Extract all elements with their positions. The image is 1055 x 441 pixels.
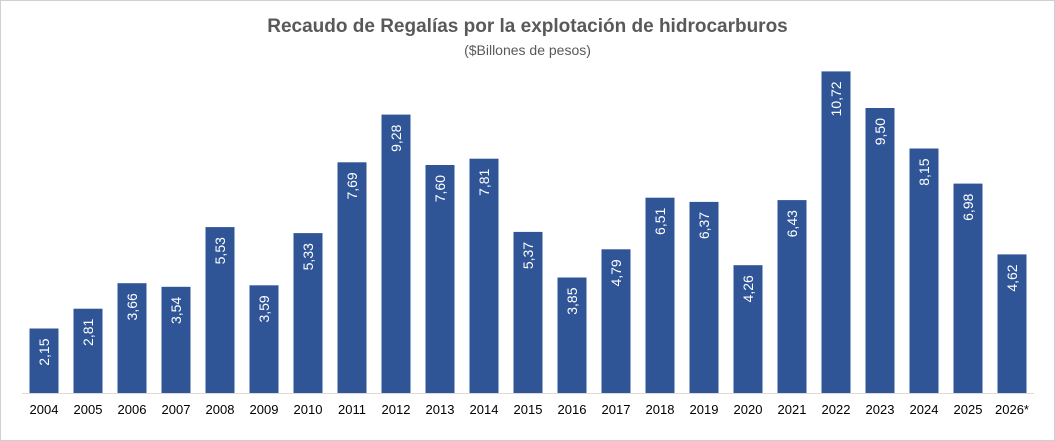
x-tick-label: 2022 bbox=[822, 402, 851, 417]
x-tick-label: 2021 bbox=[778, 402, 807, 417]
bar-value-label: 6,43 bbox=[784, 210, 800, 237]
bar-2009 bbox=[249, 285, 279, 393]
bar-value-label: 3,54 bbox=[168, 297, 184, 324]
x-tick-label: 2019 bbox=[690, 402, 719, 417]
bar-2005 bbox=[73, 308, 103, 393]
bar-2017 bbox=[601, 249, 631, 393]
bar-2014 bbox=[469, 158, 499, 393]
x-tick-label: 2020 bbox=[734, 402, 763, 417]
bar-value-label: 4,26 bbox=[740, 275, 756, 302]
bar-2015 bbox=[513, 231, 543, 393]
bar-2008 bbox=[205, 227, 235, 393]
bar-value-label: 10,72 bbox=[828, 81, 844, 116]
x-tick-label: 2025 bbox=[954, 402, 983, 417]
x-tick-label: 2014 bbox=[470, 402, 499, 417]
bar-2011 bbox=[337, 162, 367, 393]
chart-subtitle: ($Billones de pesos) bbox=[464, 42, 591, 58]
bar-value-label: 5,37 bbox=[520, 242, 536, 269]
bar-value-label: 2,81 bbox=[80, 318, 96, 345]
bar-value-label: 7,60 bbox=[432, 175, 448, 202]
bar-2013 bbox=[425, 165, 455, 393]
chart-title: Recaudo de Regalías por la explotación d… bbox=[267, 16, 788, 37]
bar-2004 bbox=[29, 328, 59, 393]
bar-2006 bbox=[117, 283, 147, 393]
bar-value-label: 4,79 bbox=[608, 259, 624, 286]
bar-value-label: 5,53 bbox=[212, 237, 228, 264]
bar-value-label: 2,15 bbox=[36, 338, 52, 365]
x-tick-label: 2024 bbox=[910, 402, 939, 417]
x-tick-label: 2015 bbox=[514, 402, 543, 417]
bar-value-label: 3,59 bbox=[256, 295, 272, 322]
bar-value-label: 6,37 bbox=[696, 212, 712, 239]
bar-2020 bbox=[733, 265, 763, 393]
bar-2022 bbox=[821, 71, 851, 394]
x-tick-label: 2008 bbox=[206, 402, 235, 417]
bar-2018 bbox=[645, 197, 675, 393]
bar-2023 bbox=[865, 108, 895, 393]
x-tick-label: 2023 bbox=[866, 402, 895, 417]
x-tick-label: 2012 bbox=[382, 402, 411, 417]
bar-value-label: 8,15 bbox=[916, 158, 932, 185]
bar-value-label: 3,85 bbox=[564, 287, 580, 314]
x-tick-label: 2018 bbox=[646, 402, 675, 417]
x-tick-label: 2007 bbox=[162, 402, 191, 417]
bar-value-label: 9,50 bbox=[872, 118, 888, 145]
x-tick-label: 2009 bbox=[250, 402, 279, 417]
bar-2026* bbox=[997, 254, 1027, 393]
bar-value-label: 7,81 bbox=[476, 168, 492, 195]
x-tick-label: 2013 bbox=[426, 402, 455, 417]
x-tick-label: 2006 bbox=[118, 402, 147, 417]
bar-2025 bbox=[953, 183, 983, 393]
bar-2019 bbox=[689, 201, 719, 393]
bar-value-label: 4,62 bbox=[1004, 264, 1020, 291]
bar-value-label: 3,66 bbox=[124, 293, 140, 320]
bar-2021 bbox=[777, 200, 807, 393]
x-tick-label: 2010 bbox=[294, 402, 323, 417]
x-tick-label: 2004 bbox=[30, 402, 59, 417]
bar-value-label: 6,98 bbox=[960, 193, 976, 220]
x-tick-label: 2005 bbox=[74, 402, 103, 417]
bar-value-label: 5,33 bbox=[300, 243, 316, 270]
x-tick-label: 2011 bbox=[338, 402, 366, 417]
bar-2012 bbox=[381, 114, 411, 393]
bar-2016 bbox=[557, 277, 587, 393]
bar-2010 bbox=[293, 233, 323, 393]
x-tick-label: 2017 bbox=[602, 402, 631, 417]
bar-value-label: 9,28 bbox=[388, 124, 404, 151]
bar-2007 bbox=[161, 286, 191, 393]
bar-value-label: 7,69 bbox=[344, 172, 360, 199]
x-tick-label: 2026* bbox=[995, 402, 1029, 417]
bar-value-label: 6,51 bbox=[652, 207, 668, 234]
x-tick-label: 2016 bbox=[558, 402, 587, 417]
bar-2024 bbox=[909, 148, 939, 393]
